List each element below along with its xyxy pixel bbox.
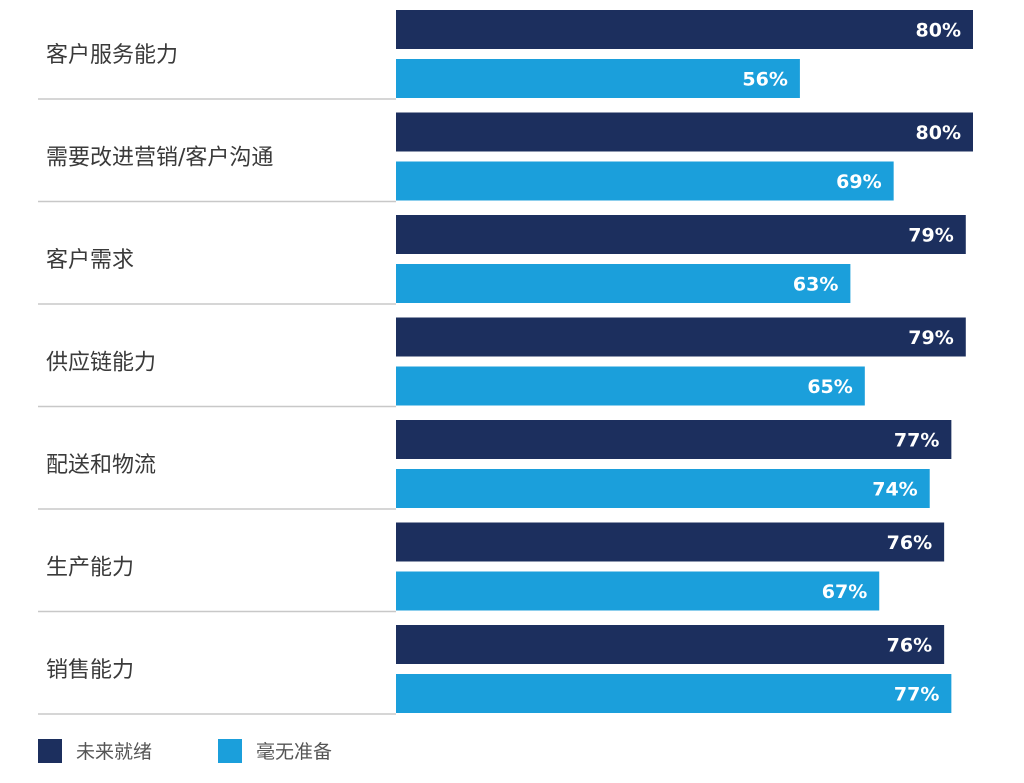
legend-label-future-ready: 未来就绪 [76,741,153,763]
bar [396,625,945,664]
category-label: 销售能力 [46,658,134,683]
bar-value-label: 80% [916,122,961,144]
bar-value-label: 74% [872,479,917,501]
bar [396,59,800,98]
bar [396,264,851,303]
legend-label-unprepared: 毫无准备 [256,741,333,763]
bar-value-label: 77% [894,430,939,452]
bar-value-label: 80% [916,20,961,42]
bar [396,571,880,611]
legend-item-future-ready: 未来就绪 [38,737,152,764]
legend-swatch-future-ready [38,738,62,763]
bar-value-label: 63% [793,274,838,296]
category-label: 客户需求 [46,248,134,273]
bar-value-label: 56% [742,69,787,91]
bar [396,469,930,508]
bar [396,112,973,152]
bar-value-label: 79% [908,327,953,349]
bar [396,420,952,459]
bar-value-label: 69% [836,171,881,193]
legend-item-unprepared: 毫无准备 [218,737,332,764]
bar-value-label: 77% [894,684,939,706]
category-label: 供应链能力 [46,351,156,376]
category-label: 生产能力 [46,556,134,581]
bar-chart-svg: 客户服务能力 80% 56% 需要改进营销/客户沟通 80% 69% 客户需求 79% 63% 供… [38,10,973,715]
bar [396,674,952,713]
legend-swatch-unprepared [218,738,243,763]
bar [396,215,966,254]
bar [396,522,945,562]
bar-value-label: 79% [908,225,953,247]
bar [396,10,973,49]
legend: 未来就绪 毫无准备 [38,737,398,764]
bar [396,161,894,201]
bar [396,366,865,406]
category-label: 需要改进营销/客户沟通 [46,146,273,171]
bar-value-label: 67% [822,581,867,603]
bar-value-label: 65% [807,376,852,398]
bar-value-label: 76% [887,635,932,657]
bar [396,317,966,357]
bar-value-label: 76% [887,532,932,554]
category-label: 配送和物流 [46,453,156,478]
category-label: 客户服务能力 [46,43,178,68]
